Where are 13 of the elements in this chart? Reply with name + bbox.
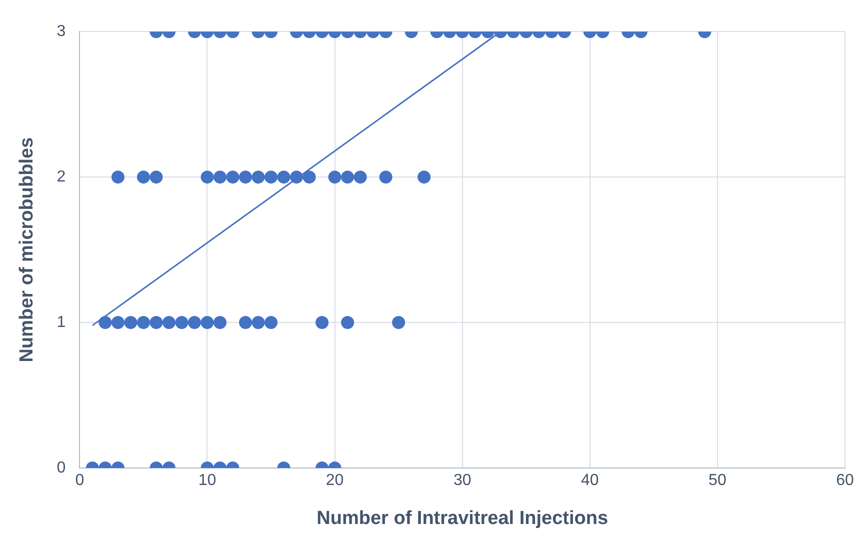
x-tick-label: 40 [581, 472, 599, 490]
x-tick-label: 10 [198, 472, 216, 490]
y-tick-label: 0 [56, 459, 66, 476]
y-tick-label: 1 [56, 314, 66, 331]
x-tick-label: 50 [708, 472, 726, 490]
x-tick-label: 60 [836, 472, 854, 490]
x-tick-label: 30 [453, 472, 472, 490]
x-axis-title: Number of Intravitreal Injections [316, 508, 608, 529]
y-axis-title: Number of microbubbles [16, 137, 38, 362]
x-tick-label: 20 [326, 472, 344, 490]
x-tick-label: 0 [75, 472, 84, 490]
y-tick-label: 2 [56, 168, 66, 186]
y-tick-label: 3 [56, 23, 66, 40]
